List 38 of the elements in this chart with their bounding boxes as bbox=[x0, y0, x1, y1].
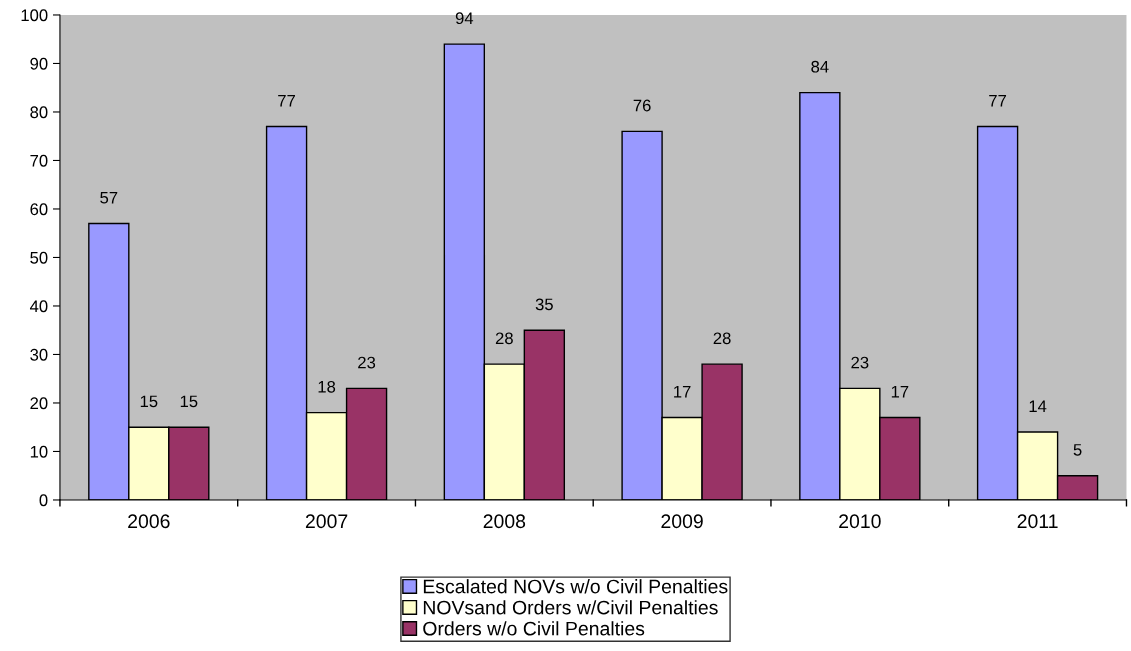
y-tick-label: 100 bbox=[21, 9, 48, 22]
data-label: 23 bbox=[358, 356, 376, 369]
x-tick-label: 2008 bbox=[483, 514, 526, 529]
y-tick-label: 90 bbox=[30, 57, 48, 70]
data-label: 28 bbox=[713, 332, 731, 345]
data-label: 15 bbox=[140, 395, 158, 408]
legend-label: Orders w/o Civil Penalties bbox=[423, 621, 645, 636]
y-tick-label: 30 bbox=[30, 348, 48, 361]
y-tick-label: 0 bbox=[39, 494, 48, 507]
data-label: 77 bbox=[989, 94, 1007, 107]
data-label: 94 bbox=[455, 12, 474, 25]
data-label: 35 bbox=[535, 298, 553, 311]
x-tick-label: 2007 bbox=[305, 514, 348, 529]
data-label: 15 bbox=[180, 395, 198, 408]
x-tick-label: 2006 bbox=[128, 514, 170, 529]
data-label: 76 bbox=[633, 99, 651, 112]
data-label: 18 bbox=[318, 380, 336, 393]
x-tick-label: 2010 bbox=[839, 514, 881, 529]
y-tick-label: 70 bbox=[30, 154, 48, 167]
y-tick-label: 20 bbox=[30, 397, 48, 410]
y-tick-label: 60 bbox=[30, 203, 48, 216]
y-tick-label: 80 bbox=[30, 106, 48, 119]
data-label: 23 bbox=[851, 356, 869, 369]
data-label: 5 bbox=[1073, 444, 1082, 456]
data-label: 14 bbox=[1029, 400, 1047, 412]
y-tick-label: 40 bbox=[29, 300, 48, 313]
data-label: 17 bbox=[891, 385, 909, 398]
y-tick-label: 50 bbox=[30, 251, 48, 264]
data-label: 28 bbox=[495, 332, 513, 345]
legend-label: NOVsand Orders w/Civil Penalties bbox=[423, 600, 718, 615]
x-tick-label: 2011 bbox=[1017, 514, 1058, 529]
data-label: 17 bbox=[674, 385, 691, 398]
data-label: 57 bbox=[100, 191, 118, 204]
data-label: 84 bbox=[811, 60, 829, 73]
x-tick-label: 2009 bbox=[661, 514, 703, 529]
legend-label: Escalated NOVs w/o Civil Penalties bbox=[423, 579, 728, 594]
y-tick-label: 10 bbox=[30, 445, 48, 458]
data-label: 77 bbox=[278, 94, 296, 107]
